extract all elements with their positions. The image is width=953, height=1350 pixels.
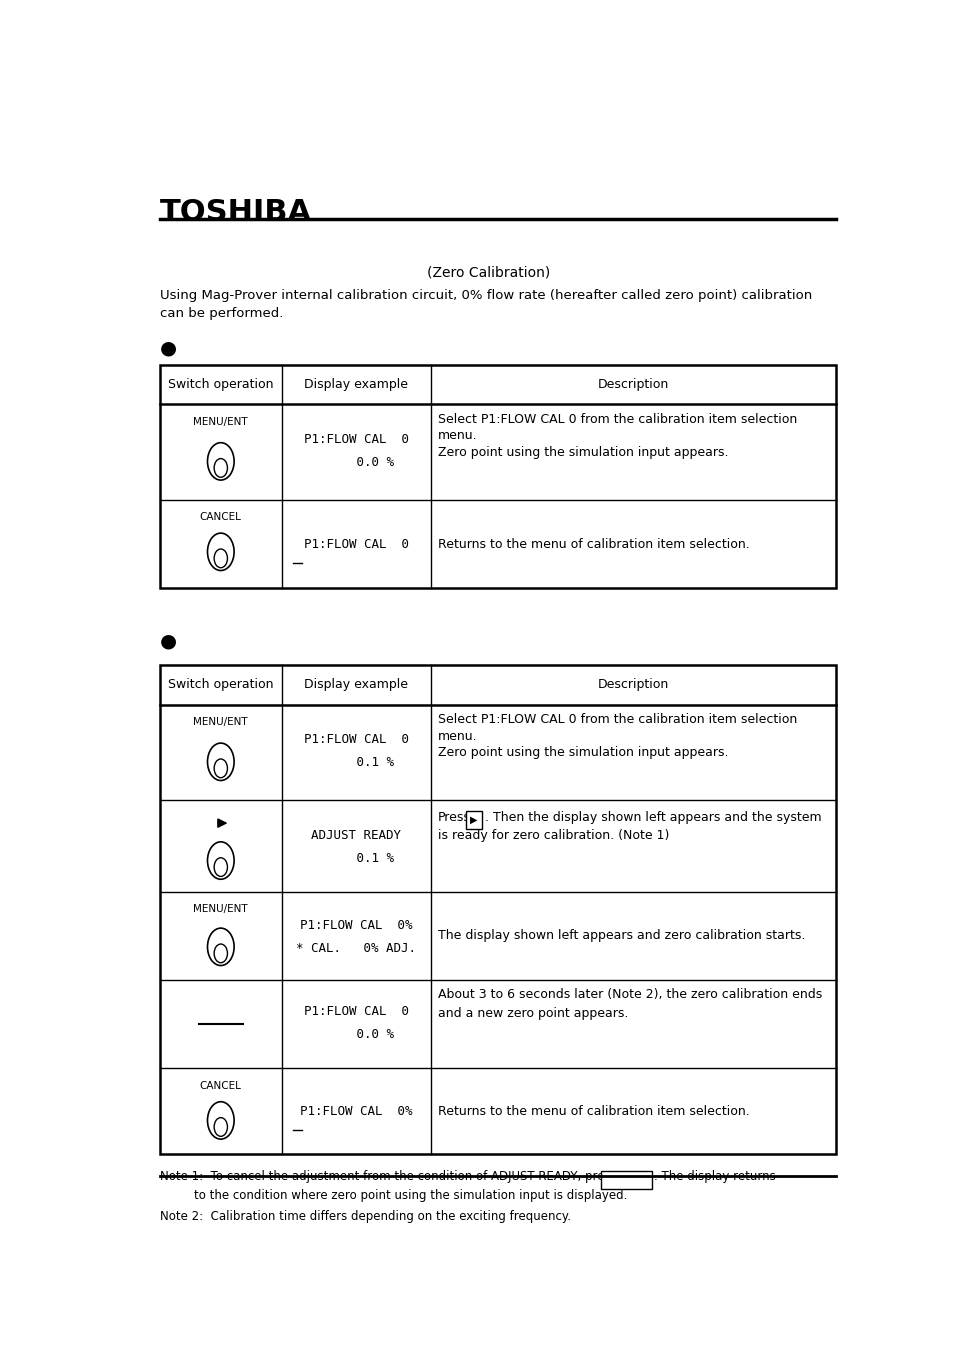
Text: P1:FLOW CAL  0: P1:FLOW CAL 0 bbox=[303, 1006, 408, 1018]
Text: * CAL.   0% ADJ.: * CAL. 0% ADJ. bbox=[295, 942, 416, 954]
Bar bbox=[600, 1172, 652, 1189]
Text: Using Mag-Prover internal calibration circuit, 0% flow rate (hereafter called ze: Using Mag-Prover internal calibration ci… bbox=[160, 289, 811, 320]
Text: Switch operation: Switch operation bbox=[168, 678, 274, 691]
Text: CANCEL: CANCEL bbox=[199, 1081, 241, 1091]
Text: ●: ● bbox=[160, 632, 176, 651]
Text: MENU/ENT: MENU/ENT bbox=[193, 904, 248, 914]
Text: 0.1 %: 0.1 % bbox=[318, 852, 394, 865]
Text: ▶: ▶ bbox=[470, 815, 477, 825]
Text: menu.: menu. bbox=[437, 729, 477, 742]
Text: . Then the display shown left appears and the system: . Then the display shown left appears an… bbox=[485, 810, 821, 824]
Text: Returns to the menu of calibration item selection.: Returns to the menu of calibration item … bbox=[437, 1104, 749, 1118]
Text: P1:FLOW CAL  0%: P1:FLOW CAL 0% bbox=[299, 919, 412, 931]
Text: Press: Press bbox=[437, 810, 470, 824]
Text: 0.1 %: 0.1 % bbox=[318, 756, 394, 770]
Text: The display shown left appears and zero calibration starts.: The display shown left appears and zero … bbox=[437, 929, 804, 942]
Text: MENU/ENT: MENU/ENT bbox=[193, 717, 248, 728]
Text: is ready for zero calibration. (Note 1): is ready for zero calibration. (Note 1) bbox=[437, 829, 669, 842]
Text: 0.0 %: 0.0 % bbox=[318, 456, 394, 468]
Text: CANCEL: CANCEL bbox=[199, 512, 241, 522]
Text: MENU/ENT: MENU/ENT bbox=[193, 417, 248, 427]
Bar bbox=[160, 666, 836, 1154]
Bar bbox=[160, 364, 836, 589]
Text: TOSHIBA: TOSHIBA bbox=[160, 198, 312, 227]
Text: ADJUST READY: ADJUST READY bbox=[311, 829, 400, 842]
Text: Zero point using the simulation input appears.: Zero point using the simulation input ap… bbox=[437, 446, 728, 459]
Text: 0.0 %: 0.0 % bbox=[318, 1029, 394, 1041]
Text: to the condition where zero point using the simulation input is displayed.: to the condition where zero point using … bbox=[193, 1189, 627, 1202]
Text: ●: ● bbox=[160, 339, 176, 358]
Text: Note 2:  Calibration time differs depending on the exciting frequency.: Note 2: Calibration time differs dependi… bbox=[160, 1210, 570, 1223]
Text: Note 1:  To cancel the adjustment from the condition of ADJUST READY, press: Note 1: To cancel the adjustment from th… bbox=[160, 1170, 616, 1184]
Text: and a new zero point appears.: and a new zero point appears. bbox=[437, 1007, 628, 1021]
Text: P1:FLOW CAL  0: P1:FLOW CAL 0 bbox=[303, 433, 408, 446]
Text: Select P1:FLOW CAL 0 from the calibration item selection: Select P1:FLOW CAL 0 from the calibratio… bbox=[437, 713, 797, 726]
Text: (Zero Calibration): (Zero Calibration) bbox=[427, 266, 550, 279]
Text: . The display returns: . The display returns bbox=[653, 1170, 775, 1184]
Text: Display example: Display example bbox=[304, 378, 408, 392]
Text: P1:FLOW CAL  0%: P1:FLOW CAL 0% bbox=[299, 1104, 412, 1118]
Text: P1:FLOW CAL  0: P1:FLOW CAL 0 bbox=[303, 537, 408, 551]
Text: P1:FLOW CAL  0: P1:FLOW CAL 0 bbox=[303, 733, 408, 747]
Text: Zero point using the simulation input appears.: Zero point using the simulation input ap… bbox=[437, 747, 728, 759]
Text: Description: Description bbox=[598, 378, 668, 392]
Text: Description: Description bbox=[598, 678, 668, 691]
Text: menu.: menu. bbox=[437, 429, 477, 443]
Text: Select P1:FLOW CAL 0 from the calibration item selection: Select P1:FLOW CAL 0 from the calibratio… bbox=[437, 413, 797, 425]
Text: Returns to the menu of calibration item selection.: Returns to the menu of calibration item … bbox=[437, 537, 749, 551]
Text: Display example: Display example bbox=[304, 678, 408, 691]
Text: Switch operation: Switch operation bbox=[168, 378, 274, 392]
Bar bbox=[465, 810, 482, 829]
Text: About 3 to 6 seconds later (Note 2), the zero calibration ends: About 3 to 6 seconds later (Note 2), the… bbox=[437, 988, 821, 1002]
